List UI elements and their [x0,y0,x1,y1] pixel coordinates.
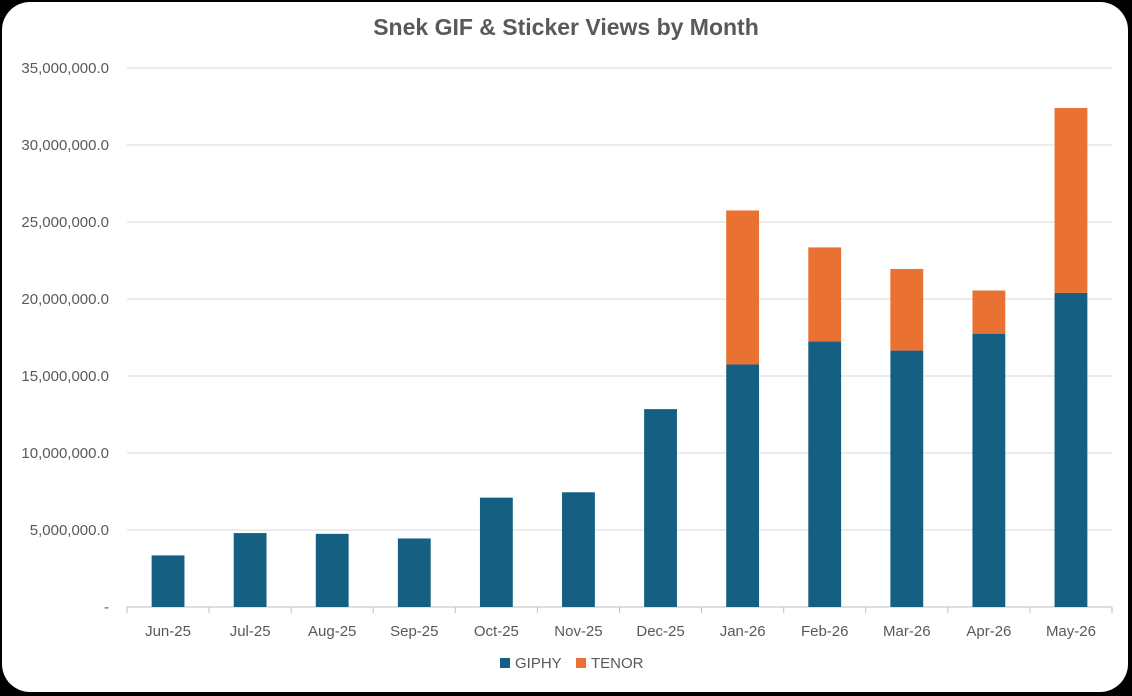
bar-giphy [972,333,1006,607]
bar-giphy [808,341,842,607]
x-tick-label: Jan-26 [720,623,766,640]
y-tick-label: 20,000,000.0 [21,291,109,308]
y-tick-label: 5,000,000.0 [30,522,109,539]
bar-tenor [972,290,1006,334]
x-tick-label: Aug-25 [308,623,356,640]
x-tick-label: Mar-26 [883,623,931,640]
bar-giphy [479,497,513,607]
bar-giphy [644,409,677,607]
x-tick-label: Apr-26 [966,623,1011,640]
bar-giphy [1054,292,1088,607]
x-tick-label: May-26 [1046,623,1096,640]
x-tick-label: Nov-25 [554,623,602,640]
bar-tenor [726,210,760,365]
bar-giphy [151,555,185,607]
legend-swatch-giphy [500,658,510,668]
bar-giphy [315,533,349,607]
bar-tenor [1054,108,1088,293]
bar-tenor [808,247,842,342]
legend-swatch-tenor [576,658,586,668]
y-tick-label: 10,000,000.0 [21,445,109,462]
x-tick-label: Sep-25 [390,623,438,640]
bar-giphy [562,492,595,607]
y-tick-label: 25,000,000.0 [21,214,109,231]
legend-label: TENOR [591,655,644,672]
bar-tenor [890,268,924,351]
bar-giphy [726,364,760,607]
x-tick-label: Jul-25 [230,623,271,640]
y-tick-label: 15,000,000.0 [21,368,109,385]
x-tick-label: Jun-25 [145,623,191,640]
bar-giphy [397,538,431,607]
chart-title: Snek GIF & Sticker Views by Month [373,14,759,40]
x-tick-label: Dec-25 [636,623,684,640]
x-tick-label: Feb-26 [801,623,849,640]
y-tick-label: 30,000,000.0 [21,137,109,154]
bar-giphy [890,350,924,607]
legend-label: GIPHY [515,655,562,672]
x-tick-label: Oct-25 [474,623,519,640]
y-tick-label: 35,000,000.0 [21,60,109,77]
bar-giphy [233,533,267,607]
y-tick-label: - [104,599,109,616]
